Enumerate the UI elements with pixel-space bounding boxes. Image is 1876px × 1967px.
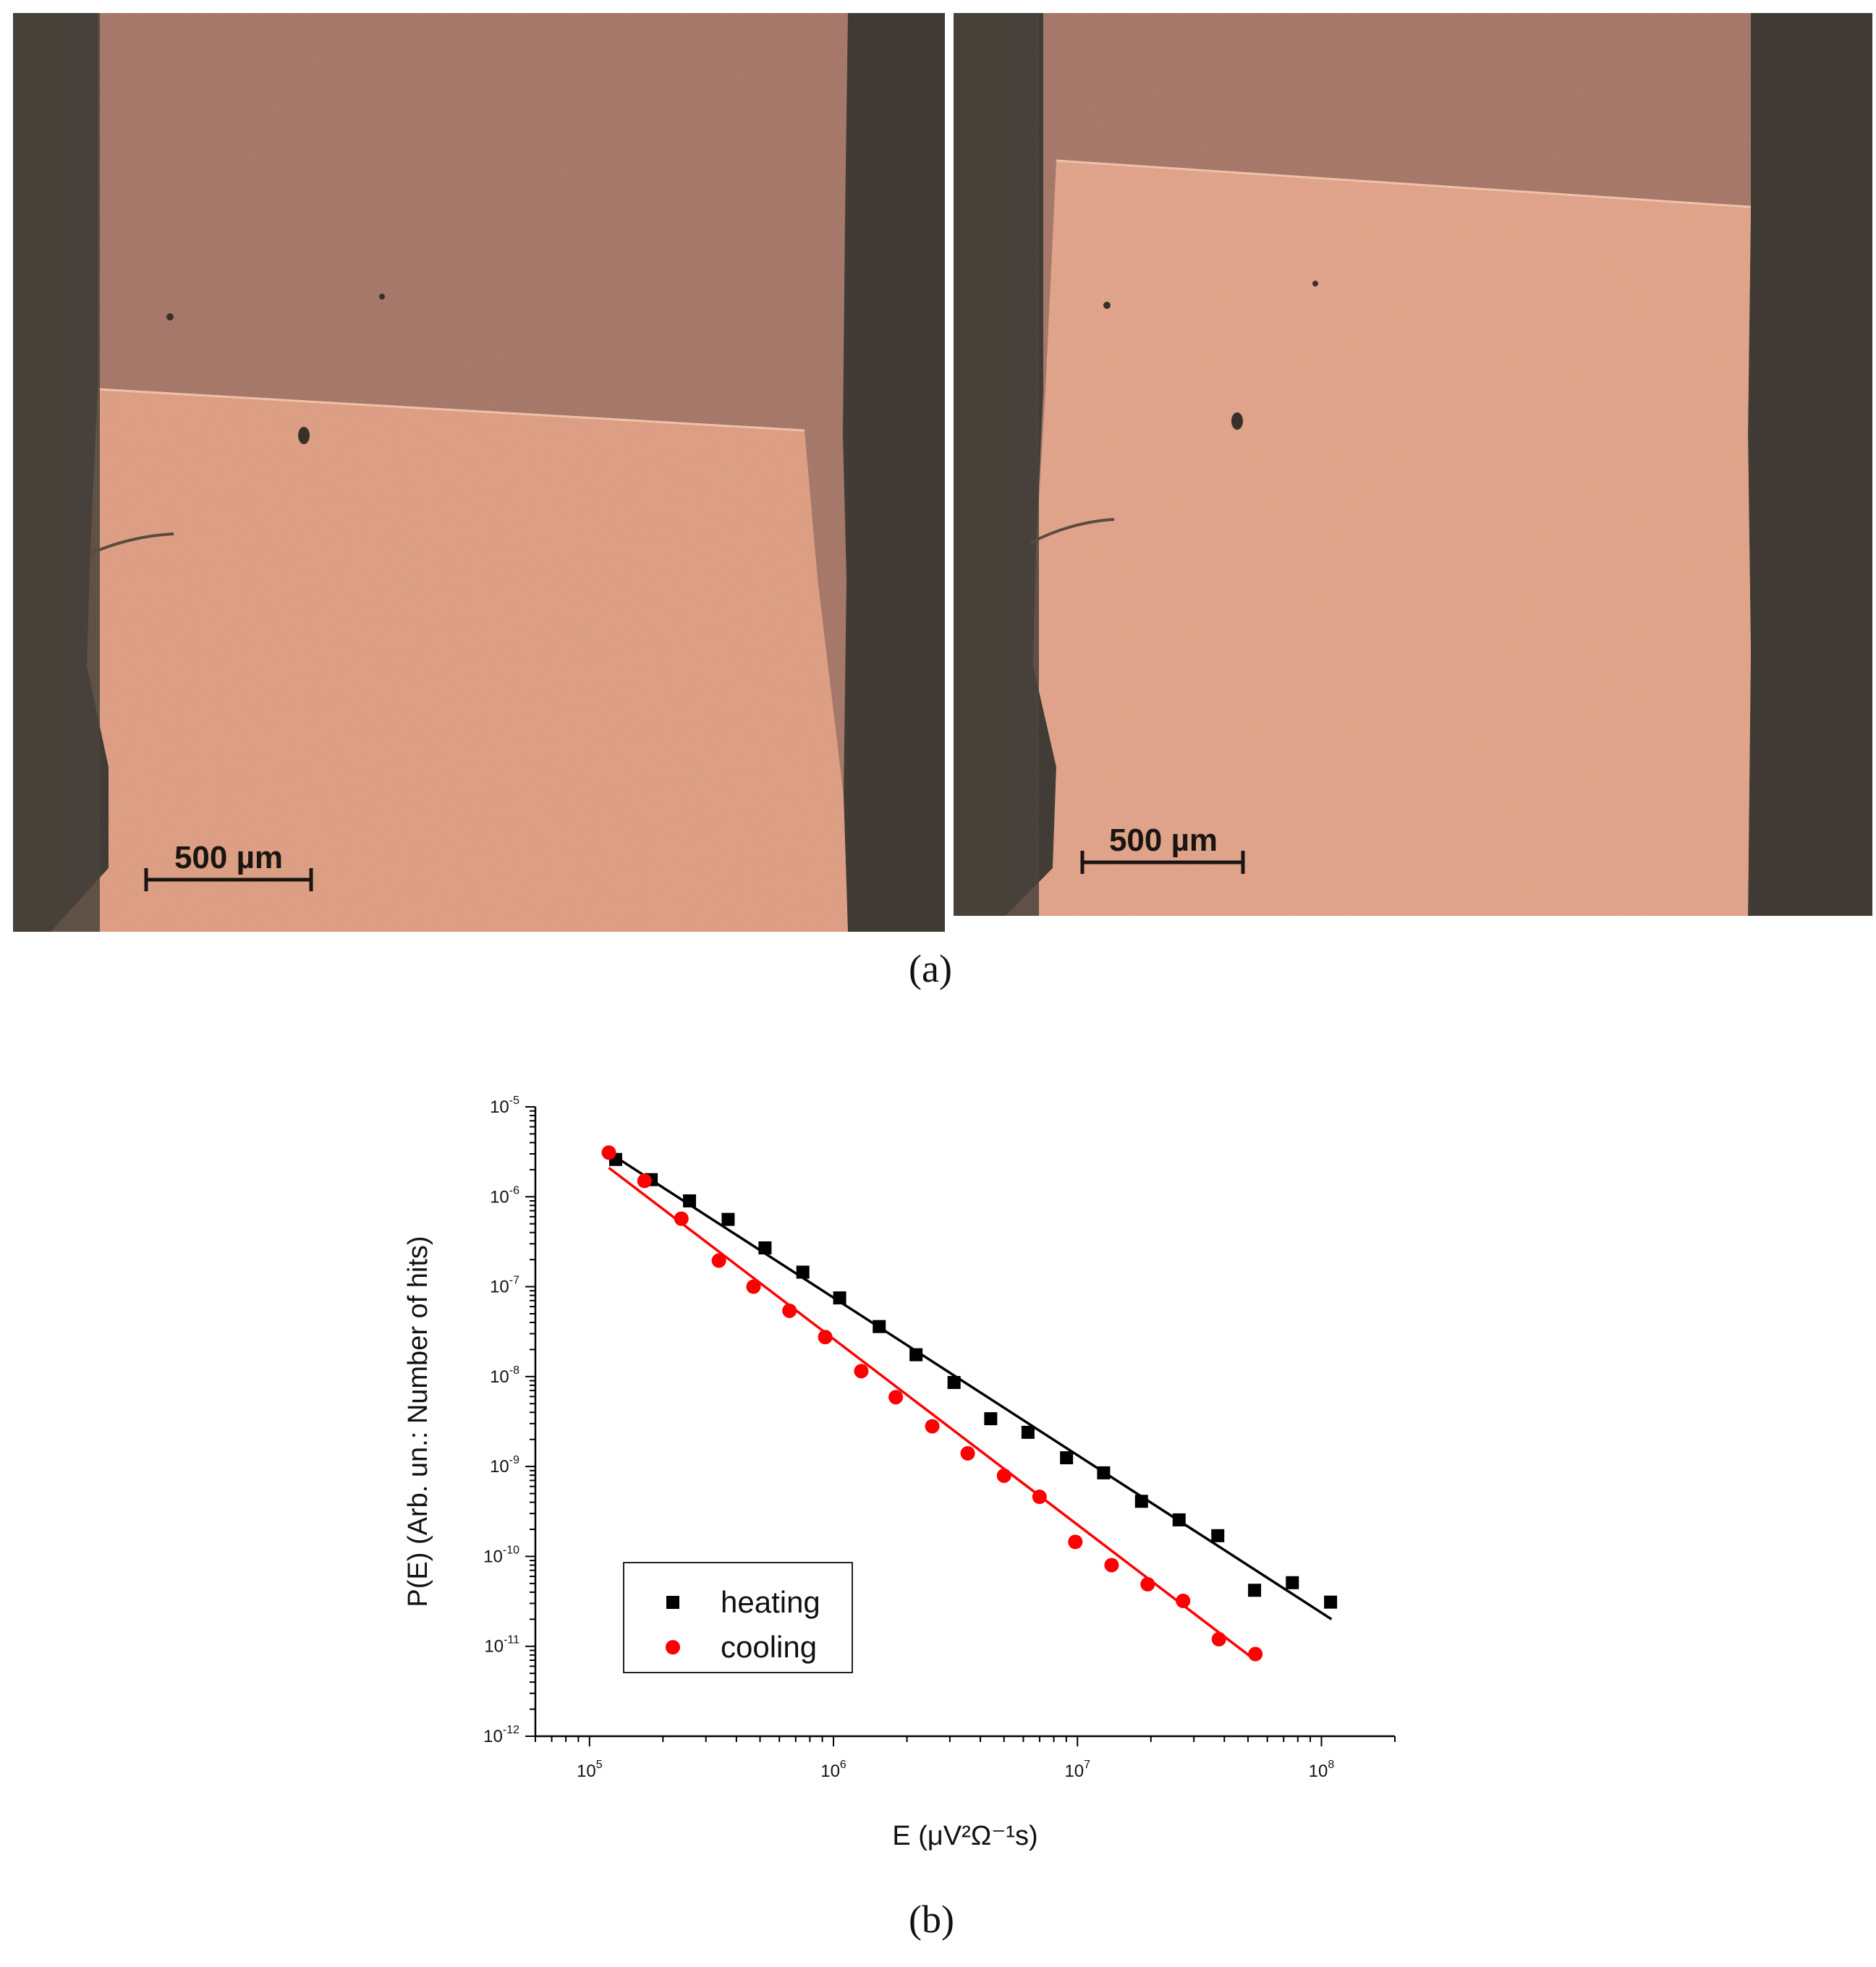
y-tick-label: 10-12 xyxy=(483,1724,519,1746)
y-tick-label: 10-5 xyxy=(490,1095,519,1117)
heating-point xyxy=(1211,1529,1225,1542)
heating-point xyxy=(1021,1425,1035,1439)
heating-point xyxy=(984,1412,998,1426)
x-tick-label: 106 xyxy=(820,1759,846,1781)
cooling-point xyxy=(925,1419,940,1434)
cooling-point xyxy=(818,1330,833,1345)
cooling-point xyxy=(1140,1576,1155,1592)
sample-light-region-right xyxy=(1006,161,1751,916)
y-axis-title: P(E) (Arb. un.: Number of hits) xyxy=(403,1236,433,1607)
scale-bar-left: 500 µm xyxy=(144,840,313,891)
legend-box xyxy=(623,1562,853,1673)
heating-point xyxy=(1172,1513,1186,1526)
cooling-point xyxy=(996,1468,1011,1483)
heating-point xyxy=(947,1375,961,1389)
micrographs-panel: 500 µm 500 µm xyxy=(13,13,1872,932)
sample-light-region-left xyxy=(51,389,848,932)
legend-cooling-label: cooling xyxy=(721,1630,817,1664)
cooling-point xyxy=(746,1279,761,1294)
heating-point xyxy=(1248,1584,1262,1597)
legend-heating-marker xyxy=(666,1596,679,1609)
cooling-point xyxy=(782,1303,797,1318)
heating-point xyxy=(796,1265,810,1279)
cooling-point xyxy=(1211,1631,1226,1647)
heating-point xyxy=(758,1241,772,1254)
heating-point xyxy=(833,1291,846,1305)
y-tick-label: 10-6 xyxy=(490,1184,519,1207)
micrograph-right: 500 µm xyxy=(954,13,1872,916)
cooling-point xyxy=(888,1390,904,1405)
legend-heating-label: heating xyxy=(721,1585,820,1619)
cooling-point xyxy=(854,1364,869,1379)
micrograph-left: 500 µm xyxy=(13,13,945,932)
legend: heating cooling xyxy=(623,1562,853,1673)
x-axis-title: E (μV²Ω⁻¹s) xyxy=(892,1821,1037,1851)
cooling-point xyxy=(1104,1558,1119,1573)
y-tick-label: 10-9 xyxy=(490,1454,519,1477)
heating-point xyxy=(1134,1495,1148,1508)
y-tick-label: 10-11 xyxy=(484,1634,519,1657)
panel-b-label: (b) xyxy=(909,1898,954,1941)
cooling-point xyxy=(601,1145,616,1160)
heating-fit-line xyxy=(608,1151,1333,1620)
cooling-point xyxy=(674,1211,689,1226)
panel-a-label: (a) xyxy=(909,947,952,990)
heating-point xyxy=(1286,1576,1299,1589)
cooling-point xyxy=(711,1253,726,1268)
scale-bar-label-left: 500 µm xyxy=(174,840,283,875)
heating-point xyxy=(873,1320,886,1333)
cooling-point xyxy=(1248,1647,1263,1662)
cooling-point xyxy=(637,1173,652,1189)
y-tick-label: 10-7 xyxy=(490,1275,519,1297)
scale-bar-label-right: 500 µm xyxy=(1109,823,1218,858)
legend-cooling-marker xyxy=(666,1640,680,1654)
cooling-point xyxy=(1176,1593,1191,1608)
heating-point xyxy=(1097,1466,1111,1479)
heating-point xyxy=(721,1212,735,1226)
cooling-point xyxy=(1068,1534,1083,1550)
x-tick-label: 107 xyxy=(1064,1759,1090,1781)
heating-point xyxy=(1060,1451,1074,1465)
heating-point xyxy=(1324,1595,1338,1609)
y-tick-label: 10-8 xyxy=(490,1364,519,1387)
scale-bar-right: 500 µm xyxy=(1080,823,1245,874)
heating-point xyxy=(683,1194,697,1207)
x-tick-label: 105 xyxy=(577,1759,603,1781)
x-tick-label: 108 xyxy=(1309,1759,1335,1781)
heating-point xyxy=(909,1348,923,1361)
y-tick-label: 10-10 xyxy=(483,1544,519,1566)
cooling-point xyxy=(1032,1490,1047,1505)
cooling-point xyxy=(960,1445,975,1461)
